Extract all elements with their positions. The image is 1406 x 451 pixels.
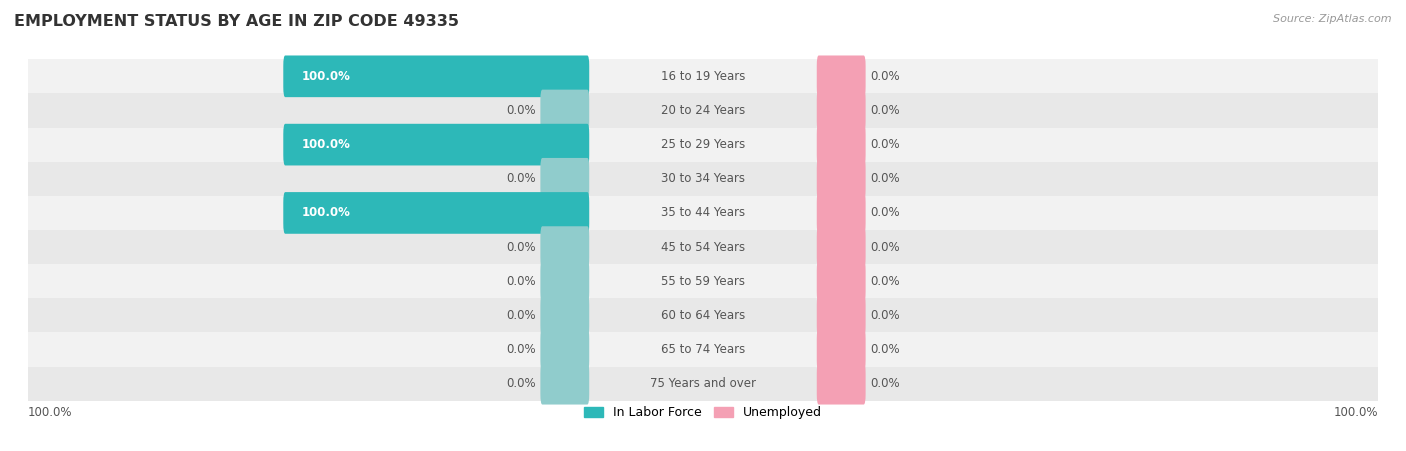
- FancyBboxPatch shape: [817, 260, 866, 302]
- Text: 75 Years and over: 75 Years and over: [650, 377, 756, 390]
- Text: 16 to 19 Years: 16 to 19 Years: [661, 70, 745, 83]
- FancyBboxPatch shape: [817, 192, 866, 234]
- Text: 0.0%: 0.0%: [506, 275, 536, 288]
- Text: 0.0%: 0.0%: [506, 104, 536, 117]
- Bar: [28, 162, 1378, 196]
- Text: 20 to 24 Years: 20 to 24 Years: [661, 104, 745, 117]
- FancyBboxPatch shape: [540, 329, 589, 370]
- FancyBboxPatch shape: [817, 158, 866, 200]
- FancyBboxPatch shape: [283, 192, 589, 234]
- FancyBboxPatch shape: [540, 260, 589, 302]
- Text: 0.0%: 0.0%: [870, 309, 900, 322]
- Text: 0.0%: 0.0%: [506, 172, 536, 185]
- Text: 0.0%: 0.0%: [870, 343, 900, 356]
- Text: 55 to 59 Years: 55 to 59 Years: [661, 275, 745, 288]
- FancyBboxPatch shape: [283, 124, 589, 166]
- FancyBboxPatch shape: [540, 363, 589, 405]
- Text: 35 to 44 Years: 35 to 44 Years: [661, 207, 745, 220]
- Bar: [28, 264, 1378, 298]
- FancyBboxPatch shape: [817, 329, 866, 370]
- FancyBboxPatch shape: [817, 55, 866, 97]
- Text: 100.0%: 100.0%: [301, 70, 350, 83]
- Text: 45 to 54 Years: 45 to 54 Years: [661, 240, 745, 253]
- Bar: [28, 196, 1378, 230]
- Text: 0.0%: 0.0%: [870, 138, 900, 151]
- FancyBboxPatch shape: [283, 55, 589, 97]
- FancyBboxPatch shape: [817, 295, 866, 336]
- Bar: [28, 59, 1378, 93]
- FancyBboxPatch shape: [817, 124, 866, 166]
- Legend: In Labor Force, Unemployed: In Labor Force, Unemployed: [579, 401, 827, 424]
- Text: 100.0%: 100.0%: [28, 406, 73, 419]
- Text: 100.0%: 100.0%: [301, 207, 350, 220]
- Text: 100.0%: 100.0%: [301, 138, 350, 151]
- Text: 0.0%: 0.0%: [870, 207, 900, 220]
- Text: 0.0%: 0.0%: [870, 104, 900, 117]
- Text: 65 to 74 Years: 65 to 74 Years: [661, 343, 745, 356]
- FancyBboxPatch shape: [540, 295, 589, 336]
- Text: 0.0%: 0.0%: [506, 309, 536, 322]
- Text: 0.0%: 0.0%: [506, 343, 536, 356]
- FancyBboxPatch shape: [817, 90, 866, 131]
- Text: Source: ZipAtlas.com: Source: ZipAtlas.com: [1274, 14, 1392, 23]
- Text: 0.0%: 0.0%: [870, 240, 900, 253]
- Text: 0.0%: 0.0%: [870, 172, 900, 185]
- FancyBboxPatch shape: [817, 226, 866, 268]
- Text: 0.0%: 0.0%: [870, 70, 900, 83]
- Bar: [28, 93, 1378, 128]
- Text: 25 to 29 Years: 25 to 29 Years: [661, 138, 745, 151]
- Text: 100.0%: 100.0%: [1333, 406, 1378, 419]
- Text: EMPLOYMENT STATUS BY AGE IN ZIP CODE 49335: EMPLOYMENT STATUS BY AGE IN ZIP CODE 493…: [14, 14, 460, 28]
- FancyBboxPatch shape: [540, 158, 589, 200]
- Text: 60 to 64 Years: 60 to 64 Years: [661, 309, 745, 322]
- FancyBboxPatch shape: [540, 90, 589, 131]
- Bar: [28, 367, 1378, 401]
- Text: 0.0%: 0.0%: [506, 377, 536, 390]
- FancyBboxPatch shape: [540, 226, 589, 268]
- Text: 0.0%: 0.0%: [506, 240, 536, 253]
- Bar: [28, 230, 1378, 264]
- FancyBboxPatch shape: [817, 363, 866, 405]
- Bar: [28, 128, 1378, 162]
- Text: 0.0%: 0.0%: [870, 377, 900, 390]
- Text: 0.0%: 0.0%: [870, 275, 900, 288]
- Bar: [28, 332, 1378, 367]
- Bar: [28, 298, 1378, 332]
- Text: 30 to 34 Years: 30 to 34 Years: [661, 172, 745, 185]
